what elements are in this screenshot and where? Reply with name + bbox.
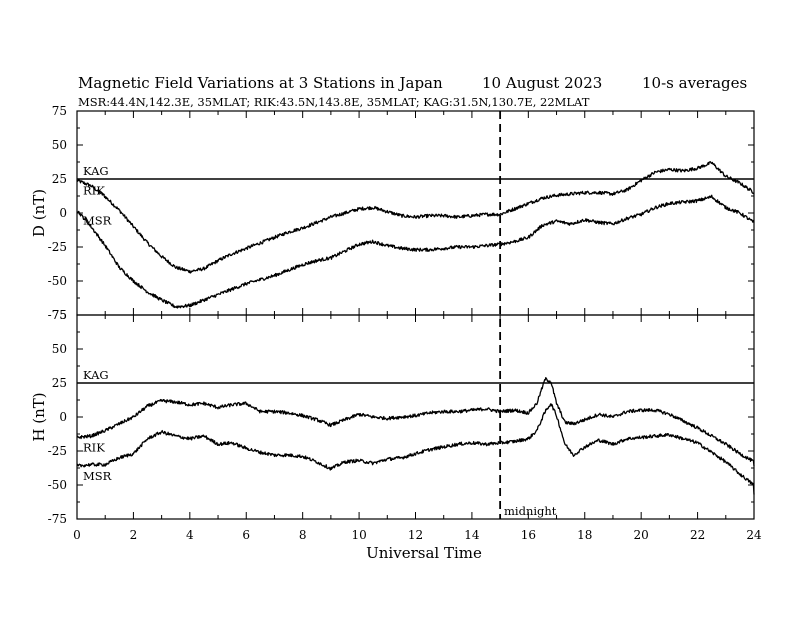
d-panel-kag-label: KAG [83, 164, 109, 178]
x-tick-label: 24 [746, 528, 762, 542]
h-panel-ytick-label: 50 [52, 342, 67, 356]
h-panel-rik-label: RIK [83, 440, 105, 454]
d-panel-msr-series-line [76, 194, 755, 309]
midnight-label: midnight [504, 504, 557, 518]
x-tick-label: 4 [186, 528, 194, 542]
x-tick-label: 2 [130, 528, 138, 542]
h-panel-ytick-label: 0 [59, 410, 67, 424]
h-panel-ytick-label: -25 [48, 444, 67, 458]
d-panel-rik-series-line [76, 161, 755, 274]
d-panel-ytick-label: 0 [59, 206, 67, 220]
chart-subtitle-stations: MSR:44.4N,142.3E, 35MLAT; RIK:43.5N,143.… [78, 95, 590, 109]
chart-averaging-note: 10-s averages [642, 74, 747, 92]
d-panel-ytick-label: 75 [52, 104, 67, 118]
h-panel-ytick-label: -50 [48, 478, 67, 492]
d-panel-frame [76, 110, 755, 316]
h-panel-rik-series-line [76, 377, 755, 467]
x-tick-label: 14 [464, 528, 480, 542]
h-panel-ytick-label: 75 [52, 308, 67, 322]
x-tick-label: 8 [299, 528, 307, 542]
h-panel-kag-label: KAG [83, 368, 109, 382]
x-tick-label: 10 [351, 528, 366, 542]
d-panel-ytick-label: 50 [52, 138, 67, 152]
x-tick-label: 12 [408, 528, 423, 542]
d-panel-ytick-label: 25 [52, 172, 67, 186]
h-panel-ylabel: H (nT) [30, 392, 48, 441]
x-tick-label: 18 [577, 528, 592, 542]
d-panel-ytick-label: -75 [48, 308, 67, 322]
x-tick-label: 6 [242, 528, 250, 542]
chart-title: Magnetic Field Variations at 3 Stations … [78, 74, 443, 92]
h-panel-ytick-label: -75 [48, 512, 67, 526]
d-panel-ytick-label: -25 [48, 240, 67, 254]
h-panel-msr-series-line [76, 403, 755, 495]
x-tick-label: 16 [521, 528, 536, 542]
h-panel-ytick-label: 25 [52, 376, 67, 390]
x-tick-label: 22 [690, 528, 705, 542]
h-panel-msr-label: MSR [83, 469, 112, 483]
x-axis-label: Universal Time [366, 544, 482, 562]
d-panel-rik-label: RIK [83, 183, 105, 197]
chart-date: 10 August 2023 [482, 74, 602, 92]
x-tick-label: 20 [634, 528, 649, 542]
d-panel-ytick-label: -50 [48, 274, 67, 288]
x-tick-label: 0 [73, 528, 81, 542]
d-panel-msr-label: MSR [83, 213, 112, 227]
d-panel-ylabel: D (nT) [30, 189, 48, 237]
